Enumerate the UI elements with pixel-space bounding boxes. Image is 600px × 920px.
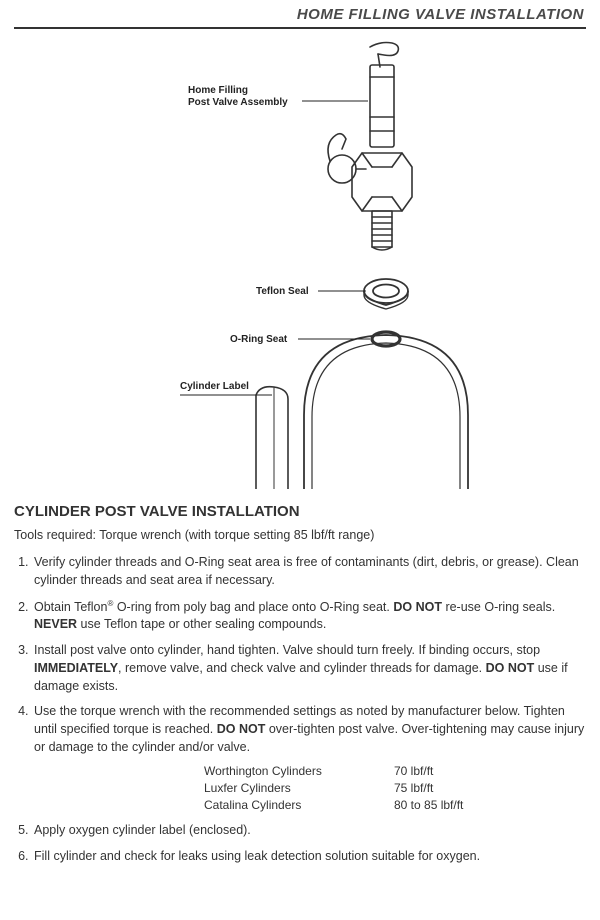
assembly-label-1: Home Filling: [188, 85, 248, 96]
step-1: Verify cylinder threads and O-Ring seat …: [32, 554, 586, 590]
leader-lines: [180, 101, 370, 395]
torque-r1c1: Worthington Cylinders: [204, 763, 394, 780]
torque-r2c1: Luxfer Cylinders: [204, 780, 394, 797]
oring-label: O-Ring Seat: [230, 334, 288, 345]
torque-r2c2: 75 lbf/ft: [394, 780, 514, 797]
section-heading: CYLINDER POST VALVE INSTALLATION: [14, 503, 586, 520]
assembly-label-2: Post Valve Assembly: [188, 97, 288, 108]
step-5-text: Apply oxygen cylinder label (enclosed).: [34, 823, 251, 837]
tools-required: Tools required: Torque wrench (with torq…: [14, 528, 586, 542]
step-3-donot: DO NOT: [486, 661, 535, 675]
step-2-a: Obtain Teflon: [34, 600, 107, 614]
step-6-text: Fill cylinder and check for leaks using …: [34, 849, 480, 863]
step-5: Apply oxygen cylinder label (enclosed).: [32, 822, 586, 840]
cylinder-label-icon: [256, 387, 288, 489]
valve-diagram: Home Filling Post Valve Assembly Teflon …: [14, 29, 586, 497]
step-4: Use the torque wrench with the recommend…: [32, 703, 586, 813]
step-3-a: Install post valve onto cylinder, hand t…: [34, 643, 540, 657]
cylinder-label-text: Cylinder Label: [180, 381, 249, 392]
step-2-f: use Teflon tape or other sealing compoun…: [77, 617, 326, 631]
step-2-never: NEVER: [34, 617, 77, 631]
step-1-text: Verify cylinder threads and O-Ring seat …: [34, 555, 579, 587]
step-3: Install post valve onto cylinder, hand t…: [32, 642, 586, 695]
page-title: HOME FILLING VALVE INSTALLATION: [14, 0, 586, 29]
step-4-donot: DO NOT: [217, 722, 266, 736]
torque-table: Worthington Cylinders 70 lbf/ft Luxfer C…: [204, 763, 586, 814]
step-3-immediately: IMMEDIATELY: [34, 661, 118, 675]
step-6: Fill cylinder and check for leaks using …: [32, 848, 586, 866]
torque-r1c2: 70 lbf/ft: [394, 763, 514, 780]
teflon-label: Teflon Seal: [256, 286, 309, 297]
step-3-c: , remove valve, and check valve and cyli…: [118, 661, 486, 675]
cylinder-icon: [304, 332, 468, 489]
step-2-donot: DO NOT: [393, 600, 442, 614]
torque-row-2: Luxfer Cylinders 75 lbf/ft: [204, 780, 586, 797]
diagram-svg: Home Filling Post Valve Assembly Teflon …: [70, 39, 530, 489]
step-2: Obtain Teflon® O-ring from poly bag and …: [32, 598, 586, 635]
torque-r3c1: Catalina Cylinders: [204, 797, 394, 814]
instruction-list: Verify cylinder threads and O-Ring seat …: [14, 554, 586, 865]
step-2-b: O-ring from poly bag and place onto O-Ri…: [113, 600, 393, 614]
page: HOME FILLING VALVE INSTALLATION: [0, 0, 600, 893]
step-2-d: re-use O-ring seals.: [442, 600, 555, 614]
torque-r3c2: 80 to 85 lbf/ft: [394, 797, 514, 814]
valve-assembly-icon: [328, 43, 412, 251]
teflon-seal-icon: [364, 279, 408, 309]
torque-row-3: Catalina Cylinders 80 to 85 lbf/ft: [204, 797, 586, 814]
torque-row-1: Worthington Cylinders 70 lbf/ft: [204, 763, 586, 780]
